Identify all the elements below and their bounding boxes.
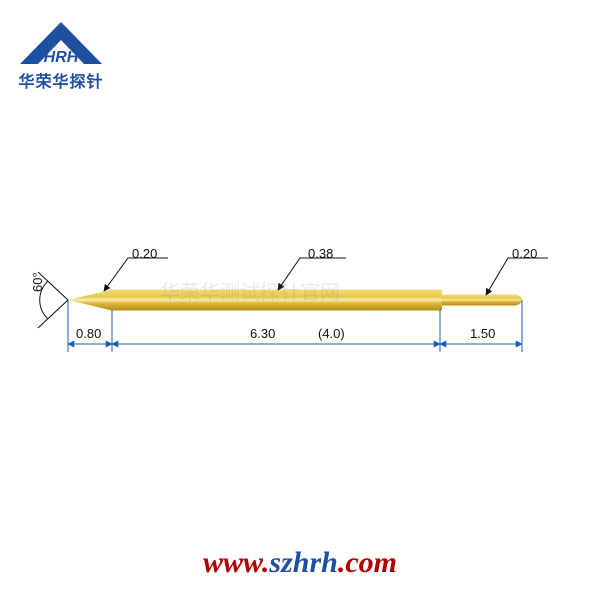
- probe-diagram: [0, 0, 600, 600]
- url-domain: szhrh: [269, 546, 337, 579]
- label-angle: 60°: [30, 272, 45, 292]
- website-url: www.szhrh.com: [0, 546, 600, 580]
- label-stroke: (4.0): [318, 326, 345, 341]
- probe-tail-end: [506, 295, 522, 306]
- label-tail-len: 1.50: [470, 326, 495, 341]
- label-tip-dia: 0.20: [132, 246, 157, 261]
- label-body-len: 6.30: [250, 326, 275, 341]
- probe-tail: [440, 295, 514, 306]
- url-tld: .com: [338, 546, 397, 579]
- url-www: www.: [203, 546, 269, 579]
- label-tail-dia: 0.20: [512, 246, 537, 261]
- probe-body: [112, 290, 440, 311]
- label-body-dia: 0.38: [308, 246, 333, 261]
- leader-lines: [104, 258, 548, 295]
- label-tip-len: 0.80: [76, 326, 101, 341]
- probe-tip: [68, 290, 112, 311]
